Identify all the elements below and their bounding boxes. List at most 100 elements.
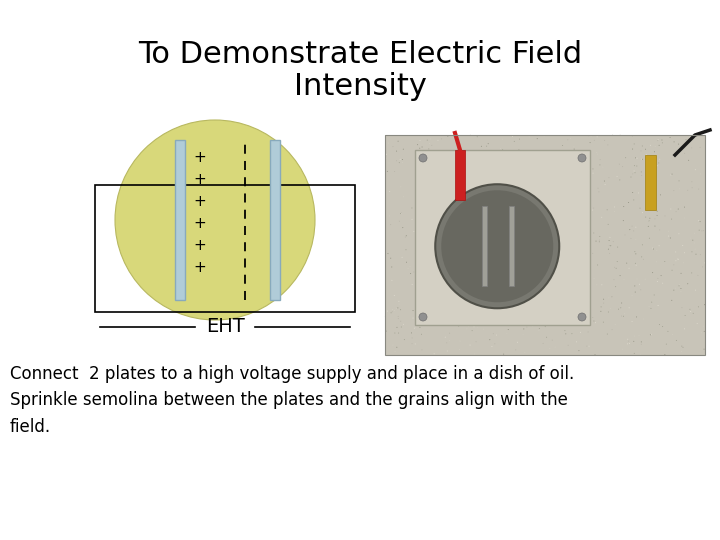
Point [618,217,629,225]
Point [389,329,400,338]
Point [406,215,418,224]
Point [386,262,397,271]
Point [505,257,516,266]
Point [505,239,516,247]
Point [433,248,444,256]
Point [673,177,685,185]
Point [454,337,466,346]
Point [385,220,397,229]
Point [412,250,423,259]
Point [673,230,685,238]
Point [608,207,620,216]
Point [568,229,580,238]
Point [675,146,687,154]
Point [456,236,468,245]
Point [531,267,542,275]
Point [588,169,599,178]
Point [481,229,492,238]
Point [689,245,701,253]
Point [606,293,618,301]
Point [480,261,491,269]
Point [566,329,577,338]
Point [602,140,613,149]
Point [568,212,580,220]
Point [526,287,538,296]
Point [631,154,643,163]
Point [636,141,648,150]
Point [421,136,433,145]
Point [623,337,634,346]
Point [598,177,610,185]
Point [481,211,492,220]
Point [436,195,448,204]
Point [520,303,531,312]
Point [636,253,647,261]
Point [472,200,483,209]
Point [672,140,684,149]
Point [498,316,510,325]
Point [674,185,685,193]
Point [560,329,572,338]
Point [676,303,688,312]
Point [647,204,659,212]
Point [453,322,464,330]
Point [490,184,502,192]
Point [665,205,677,213]
Point [487,329,499,338]
Point [657,279,668,287]
Point [687,236,698,245]
Point [670,207,682,216]
Point [668,138,680,146]
Point [522,297,534,306]
Point [678,259,689,267]
Point [526,170,538,179]
Point [638,255,649,264]
Point [610,282,621,291]
Point [636,340,647,348]
Point [683,156,694,165]
Point [479,289,490,298]
Point [642,216,654,225]
Point [690,165,701,174]
Point [503,264,515,272]
Point [457,268,469,276]
Point [423,145,435,153]
Point [571,180,582,189]
Point [467,181,479,190]
Point [454,214,465,223]
Point [605,304,616,313]
Point [431,315,442,323]
Point [416,143,428,151]
Point [596,280,608,289]
Point [555,267,567,276]
Point [611,264,622,273]
Point [476,226,487,235]
Point [630,235,642,244]
Point [544,344,556,353]
Point [537,315,549,323]
Point [677,241,688,250]
Point [484,264,495,272]
Point [626,222,638,231]
Point [682,279,693,288]
Point [520,158,531,167]
Point [410,154,421,163]
Point [593,184,604,193]
Point [502,302,513,311]
Point [560,226,572,234]
Point [682,186,693,194]
Point [668,260,680,269]
Point [562,260,574,268]
Point [490,231,502,240]
Point [395,209,406,218]
Point [474,192,485,200]
Point [523,217,534,226]
Point [520,281,531,289]
Point [381,150,392,159]
Point [415,230,426,238]
Point [418,263,429,272]
Point [413,222,424,231]
Point [609,263,621,272]
Point [613,305,624,314]
Point [387,307,398,316]
